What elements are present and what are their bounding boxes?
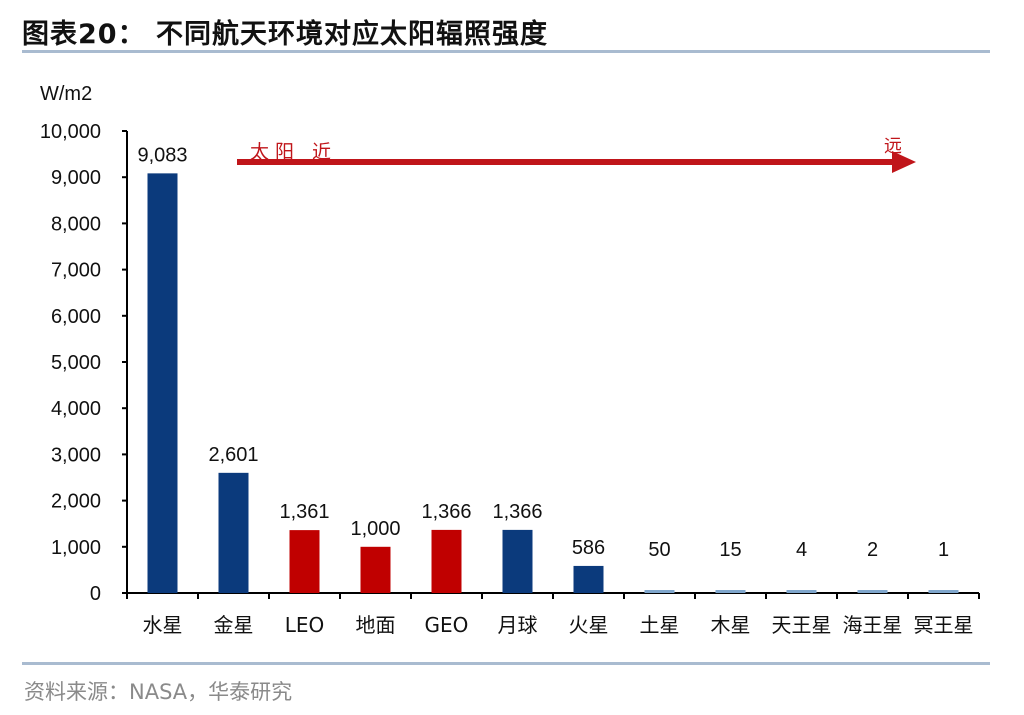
data-label: 4 — [796, 539, 807, 561]
x-tick-label: GEO — [425, 613, 469, 637]
figure-title: 图表20： 不同航天环境对应太阳辐照强度 — [22, 19, 548, 50]
bar-11 — [928, 590, 959, 593]
bar-1 — [218, 472, 249, 593]
y-tick-label: 9,000 — [51, 167, 101, 189]
data-label: 50 — [648, 539, 670, 561]
footer-divider — [22, 662, 990, 665]
x-tick-label: 海王星 — [843, 613, 903, 637]
data-label: 1,361 — [279, 501, 329, 523]
x-tick-label: LEO — [285, 613, 325, 637]
y-tick-label: 4,000 — [51, 398, 101, 420]
x-tick-label: 地面 — [356, 613, 396, 637]
y-axis-label: W/m2 — [40, 83, 92, 105]
data-label: 1,366 — [492, 501, 542, 523]
data-label: 586 — [572, 537, 605, 559]
y-tick-label: 2,000 — [51, 491, 101, 513]
bar-5 — [502, 529, 533, 593]
x-tick-label: 土星 — [640, 613, 680, 637]
x-tick-label: 水星 — [143, 613, 183, 637]
y-tick-label: 7,000 — [51, 260, 101, 282]
arrow-label-far: 远 — [884, 136, 902, 157]
y-tick-label: 1,000 — [51, 537, 101, 559]
y-tick-label: 10,000 — [40, 121, 101, 143]
data-label: 1,000 — [350, 518, 400, 540]
data-label: 2 — [867, 539, 878, 561]
bar-10 — [857, 590, 888, 593]
direction-arrow-head — [892, 151, 916, 173]
bar-2 — [289, 530, 320, 593]
bar-8 — [715, 590, 746, 593]
x-tick-label: 月球 — [498, 613, 538, 637]
y-tick-label: 3,000 — [51, 444, 101, 466]
x-tick-label: 冥王星 — [914, 613, 974, 637]
bar-7 — [644, 590, 675, 593]
x-tick-label: 天王星 — [772, 613, 832, 637]
data-label: 1,366 — [421, 501, 471, 523]
title-divider — [22, 50, 990, 53]
bar-0 — [147, 173, 178, 593]
data-label: 15 — [719, 539, 741, 561]
y-tick-label: 0 — [90, 583, 101, 605]
data-label: 2,601 — [208, 444, 258, 466]
y-tick-label: 6,000 — [51, 306, 101, 328]
data-label: 9,083 — [137, 144, 187, 166]
x-tick-label: 金星 — [214, 613, 254, 637]
x-tick-label: 火星 — [569, 613, 609, 637]
source-note: 资料来源：NASA，华泰研究 — [24, 680, 293, 704]
x-tick-label: 木星 — [711, 613, 751, 637]
bar-4 — [431, 529, 462, 593]
bar-6 — [573, 565, 604, 593]
arrow-label-near: 太阳 近 — [250, 141, 337, 163]
data-label: 1 — [938, 539, 949, 561]
y-tick-label: 5,000 — [51, 352, 101, 374]
bar-3 — [360, 546, 391, 593]
y-tick-label: 8,000 — [51, 213, 101, 235]
bar-9 — [786, 590, 817, 593]
